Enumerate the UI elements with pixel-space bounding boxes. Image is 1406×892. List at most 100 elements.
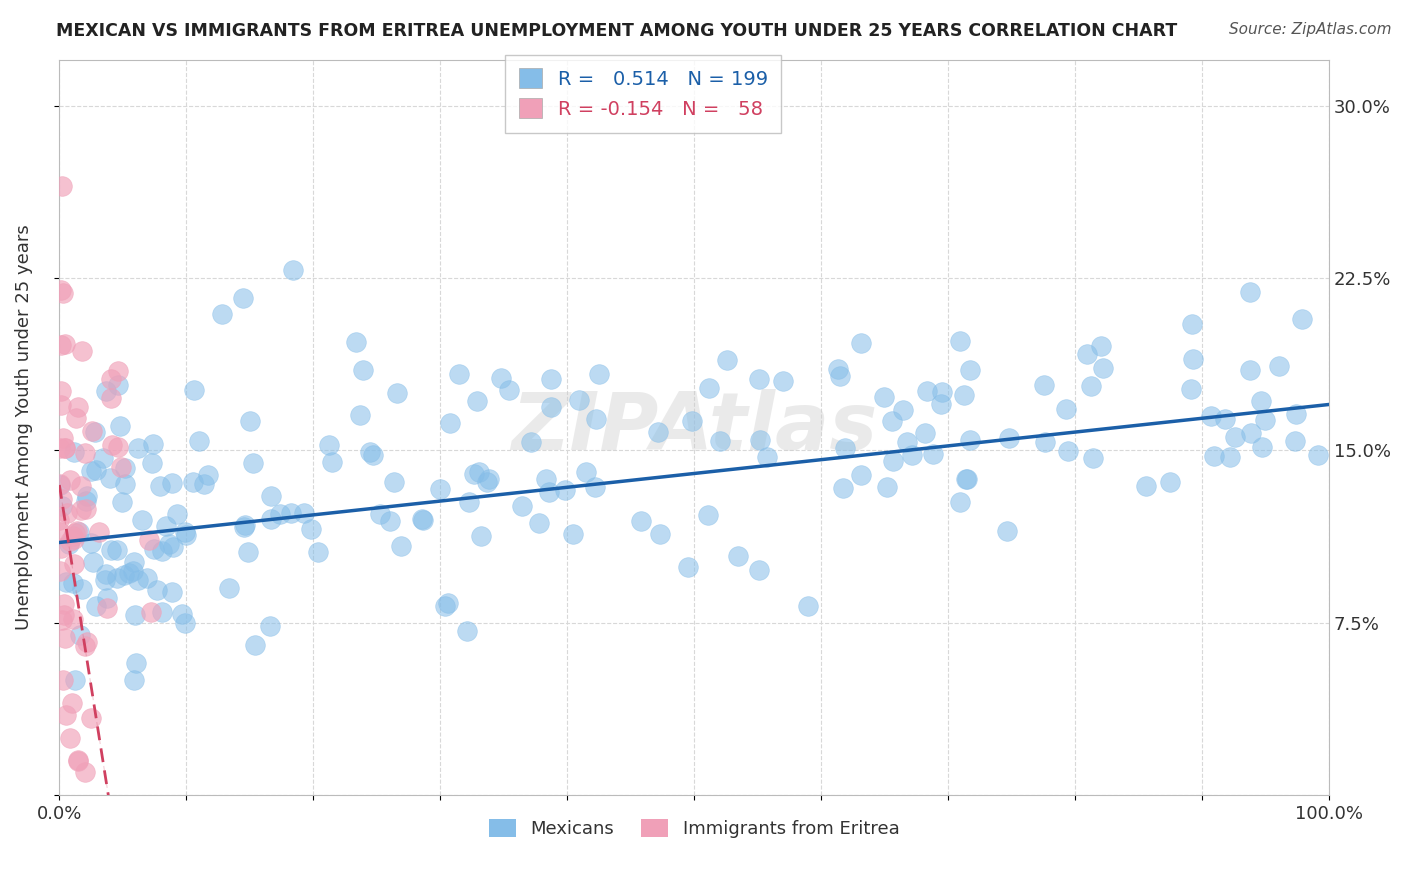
Point bbox=[1254, 413, 1277, 427]
Point bbox=[537, 485, 560, 500]
Point bbox=[1213, 412, 1236, 426]
Point bbox=[630, 514, 652, 528]
Point bbox=[412, 513, 434, 527]
Point bbox=[959, 434, 981, 448]
Point bbox=[1285, 407, 1308, 421]
Point bbox=[540, 372, 562, 386]
Point bbox=[52, 285, 75, 300]
Point bbox=[80, 465, 103, 479]
Point bbox=[63, 526, 86, 541]
Point bbox=[1159, 475, 1181, 490]
Point bbox=[1268, 359, 1291, 373]
Point bbox=[1090, 339, 1112, 353]
Point bbox=[101, 438, 124, 452]
Point bbox=[1057, 443, 1080, 458]
Point bbox=[562, 526, 585, 541]
Text: Source: ZipAtlas.com: Source: ZipAtlas.com bbox=[1229, 22, 1392, 37]
Point bbox=[63, 445, 86, 459]
Point bbox=[832, 482, 855, 496]
Point bbox=[447, 367, 470, 381]
Point bbox=[173, 615, 195, 630]
Point bbox=[125, 657, 148, 671]
Point bbox=[1199, 409, 1222, 423]
Point bbox=[1225, 430, 1247, 444]
Point bbox=[242, 456, 264, 470]
Point bbox=[96, 567, 118, 582]
Point bbox=[756, 450, 779, 464]
Point bbox=[62, 529, 84, 543]
Point bbox=[585, 411, 607, 425]
Point bbox=[748, 563, 770, 577]
Point bbox=[239, 414, 262, 428]
Point bbox=[1181, 317, 1204, 331]
Point bbox=[467, 465, 489, 479]
Point bbox=[352, 363, 374, 377]
Point bbox=[1076, 346, 1098, 360]
Point bbox=[891, 403, 914, 417]
Point bbox=[235, 518, 257, 533]
Point bbox=[1219, 450, 1241, 464]
Point bbox=[174, 528, 197, 542]
Point bbox=[437, 595, 460, 609]
Point bbox=[121, 564, 143, 578]
Point bbox=[107, 571, 129, 585]
Point bbox=[100, 543, 122, 558]
Point bbox=[82, 555, 104, 569]
Legend: Mexicans, Immigrants from Eritrea: Mexicans, Immigrants from Eritrea bbox=[481, 812, 907, 846]
Point bbox=[49, 564, 72, 578]
Point bbox=[236, 545, 259, 559]
Point bbox=[122, 673, 145, 688]
Point bbox=[681, 414, 703, 428]
Point bbox=[307, 545, 329, 559]
Point bbox=[174, 525, 197, 540]
Point bbox=[73, 446, 96, 460]
Point bbox=[1284, 434, 1306, 448]
Point bbox=[283, 263, 305, 277]
Point bbox=[59, 534, 82, 549]
Point bbox=[107, 378, 129, 392]
Point bbox=[53, 607, 76, 622]
Point bbox=[127, 574, 149, 588]
Point bbox=[110, 460, 132, 475]
Point bbox=[166, 507, 188, 521]
Point bbox=[76, 489, 98, 503]
Point bbox=[321, 455, 343, 469]
Point bbox=[882, 454, 904, 468]
Point bbox=[150, 605, 173, 619]
Point bbox=[568, 393, 591, 408]
Point bbox=[111, 495, 134, 509]
Point bbox=[849, 467, 872, 482]
Point bbox=[70, 478, 93, 492]
Point bbox=[1239, 285, 1261, 299]
Point bbox=[84, 425, 107, 439]
Point bbox=[475, 475, 498, 489]
Point bbox=[995, 524, 1018, 538]
Point bbox=[678, 560, 700, 574]
Point bbox=[127, 441, 149, 455]
Point bbox=[48, 513, 70, 527]
Point bbox=[914, 425, 936, 440]
Point bbox=[1181, 352, 1204, 367]
Point bbox=[96, 601, 118, 615]
Point bbox=[58, 731, 80, 745]
Point bbox=[188, 434, 211, 449]
Point bbox=[1080, 378, 1102, 392]
Point bbox=[697, 381, 720, 395]
Point bbox=[1083, 450, 1105, 465]
Point bbox=[152, 544, 174, 558]
Point bbox=[429, 483, 451, 497]
Point bbox=[53, 441, 76, 455]
Point bbox=[434, 599, 457, 614]
Point bbox=[583, 480, 606, 494]
Point bbox=[157, 537, 180, 551]
Point bbox=[359, 445, 381, 459]
Point bbox=[48, 524, 70, 539]
Point bbox=[554, 483, 576, 497]
Point bbox=[456, 624, 478, 638]
Point bbox=[929, 397, 952, 411]
Point bbox=[142, 541, 165, 556]
Point bbox=[108, 418, 131, 433]
Point bbox=[211, 307, 233, 321]
Point bbox=[73, 639, 96, 653]
Point bbox=[62, 576, 84, 591]
